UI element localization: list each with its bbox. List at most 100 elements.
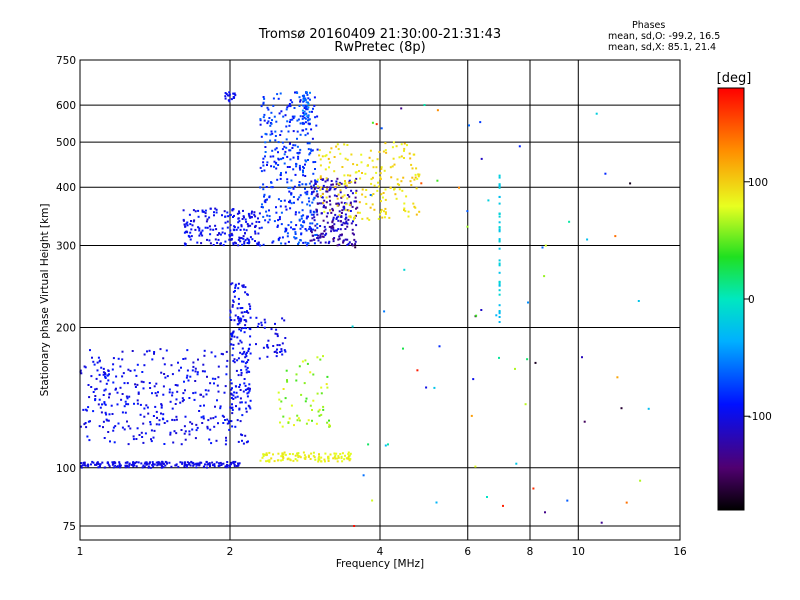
data-point [305, 128, 308, 131]
data-point [321, 155, 324, 158]
data-point [123, 428, 126, 431]
data-point [95, 387, 98, 390]
data-point [262, 164, 265, 167]
data-point [244, 291, 247, 294]
data-point [307, 122, 310, 125]
data-point [235, 369, 238, 372]
data-point [261, 203, 263, 206]
data-point [241, 360, 243, 363]
data-point [308, 142, 311, 145]
data-point [289, 207, 292, 210]
data-point [331, 183, 334, 186]
data-point [175, 432, 178, 435]
data-point [230, 393, 233, 396]
data-point [353, 525, 356, 527]
data-point [280, 130, 283, 133]
data-point [331, 225, 334, 227]
data-point [258, 227, 261, 230]
data-point [192, 209, 195, 212]
data-point [191, 422, 194, 425]
data-point [329, 199, 331, 202]
data-point [264, 146, 267, 148]
data-point [166, 420, 169, 423]
data-point [287, 104, 290, 107]
data-point [79, 369, 82, 372]
data-point [230, 463, 232, 466]
data-point [309, 211, 312, 214]
data-point [206, 425, 209, 428]
data-point [311, 110, 313, 113]
data-point [313, 96, 316, 99]
data-point [238, 407, 241, 410]
data-point [297, 243, 300, 245]
data-point [301, 201, 304, 204]
data-point [382, 192, 385, 194]
data-point [215, 439, 218, 442]
data-point [270, 165, 273, 168]
data-point [413, 205, 416, 208]
data-point [100, 411, 103, 414]
data-point [171, 373, 174, 376]
data-point [277, 198, 280, 201]
data-point [194, 228, 197, 231]
data-point [295, 373, 298, 376]
data-point [153, 463, 156, 466]
data-point [278, 218, 281, 221]
data-point [250, 216, 253, 218]
data-point [353, 200, 356, 203]
data-point [301, 122, 304, 125]
data-point [281, 453, 284, 456]
data-point [403, 149, 405, 152]
data-point [412, 202, 415, 205]
data-point [321, 188, 324, 190]
data-point [129, 427, 132, 430]
data-point [375, 171, 378, 174]
data-point [625, 501, 628, 504]
data-point [238, 328, 241, 331]
data-point [401, 189, 404, 192]
data-point [266, 164, 268, 166]
data-point [108, 465, 111, 468]
data-point [82, 462, 85, 464]
data-point [518, 145, 521, 148]
data-point [121, 375, 124, 378]
y-tick-label: 100 [56, 463, 76, 475]
data-point [532, 487, 535, 490]
data-point [249, 316, 252, 319]
data-point [298, 105, 301, 107]
data-point [238, 212, 241, 215]
data-point [269, 139, 272, 142]
data-point [245, 410, 248, 413]
data-point [408, 152, 411, 155]
data-point [188, 213, 191, 216]
data-point [238, 321, 241, 324]
data-point [263, 97, 266, 100]
data-point [204, 389, 207, 392]
data-point [179, 401, 182, 404]
data-point [326, 186, 329, 189]
data-point [290, 226, 292, 229]
data-point [104, 377, 107, 379]
data-point [347, 218, 350, 221]
data-point [244, 319, 247, 322]
data-point [237, 319, 240, 322]
data-point [243, 331, 246, 334]
data-point [316, 115, 319, 118]
data-point [346, 222, 349, 225]
data-point [150, 429, 153, 432]
data-point [246, 392, 249, 395]
data-point [125, 395, 128, 398]
data-point [208, 462, 211, 465]
data-point [274, 332, 277, 335]
data-point [241, 353, 244, 356]
data-point [286, 380, 289, 383]
data-point [181, 397, 184, 400]
data-point [311, 191, 314, 194]
data-point [257, 243, 260, 246]
data-point [233, 465, 236, 468]
data-point [355, 192, 357, 194]
data-point [378, 151, 381, 153]
data-point [231, 403, 233, 406]
data-point [189, 464, 192, 467]
data-point [233, 391, 236, 394]
